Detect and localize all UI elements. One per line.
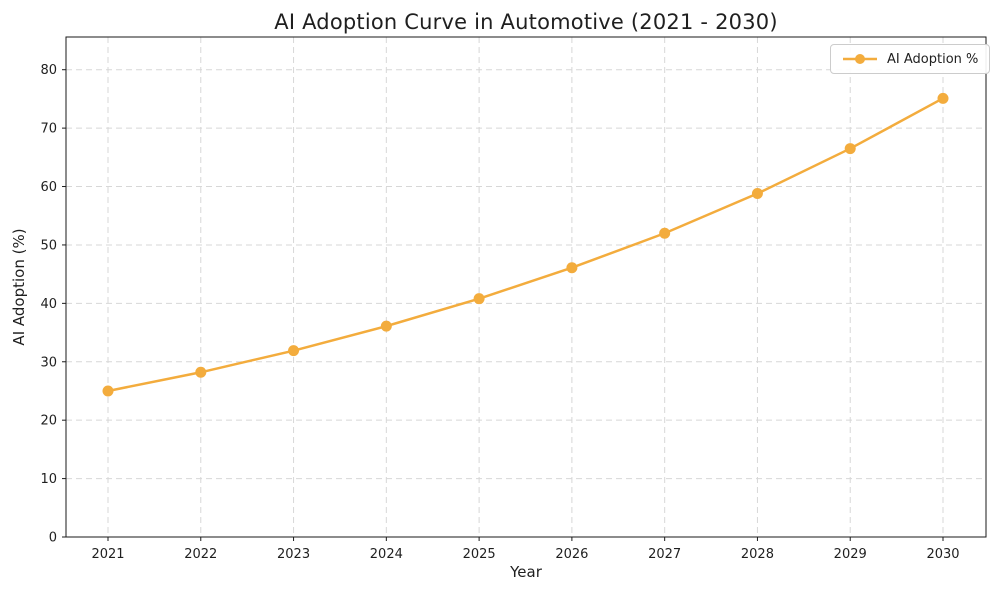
- x-tick-label: 2021: [91, 547, 124, 562]
- data-point: [844, 143, 856, 155]
- x-tick-label: 2027: [648, 547, 681, 562]
- data-point: [288, 345, 300, 357]
- x-tick-label: 2030: [926, 547, 959, 562]
- data-point: [659, 227, 671, 239]
- y-tick-label: 50: [40, 238, 57, 253]
- y-tick-label: 40: [40, 297, 57, 312]
- x-tick-label: 2022: [184, 547, 217, 562]
- y-tick-label: 30: [40, 355, 57, 370]
- legend-line-marker-icon: [843, 54, 877, 64]
- data-point: [751, 188, 763, 200]
- x-tick-label: 2026: [555, 547, 588, 562]
- y-tick-label: 60: [40, 180, 57, 195]
- y-axis-label: AI Adoption (%): [10, 228, 28, 346]
- data-point: [566, 262, 578, 274]
- y-tick-label: 70: [40, 122, 57, 137]
- y-tick-label: 0: [49, 531, 57, 546]
- axes-frame: [65, 36, 987, 538]
- x-axis-label: Year: [510, 563, 542, 581]
- series-line: [106, 97, 945, 393]
- x-tick-label: 2029: [834, 547, 867, 562]
- data-point: [937, 92, 949, 104]
- x-tick-label: 2028: [741, 547, 774, 562]
- x-tick-label: 2024: [370, 547, 403, 562]
- legend: AI Adoption %: [830, 44, 991, 74]
- x-tick-label: 2023: [277, 547, 310, 562]
- chart-title: AI Adoption Curve in Automotive (2021 - …: [274, 10, 778, 34]
- data-point: [195, 366, 207, 378]
- legend-label: AI Adoption %: [887, 51, 979, 67]
- data-point: [380, 320, 392, 332]
- y-tick-label: 10: [40, 472, 57, 487]
- x-tick-label: 2025: [463, 547, 496, 562]
- y-tick-label: 80: [40, 63, 57, 78]
- data-point: [473, 293, 485, 305]
- y-tick-label: 20: [40, 414, 57, 429]
- data-point: [102, 385, 114, 397]
